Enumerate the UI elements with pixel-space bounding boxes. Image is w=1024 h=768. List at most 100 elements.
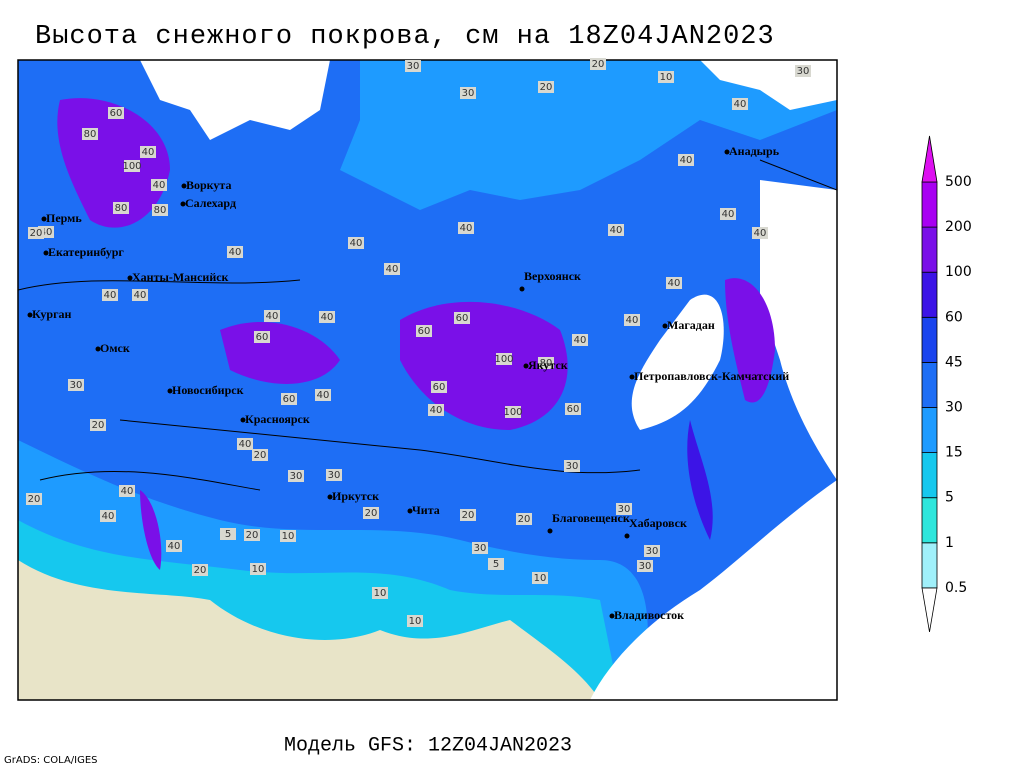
contour-label: 40 — [572, 334, 588, 346]
contour-label: 20 — [538, 81, 554, 93]
contour-label-text: 60 — [456, 313, 469, 324]
contour-label-text: 40 — [317, 390, 330, 401]
contour-label-text: 20 — [540, 82, 553, 93]
contour-label: 40 — [666, 277, 682, 289]
contour-label: 40 — [237, 438, 253, 450]
contour-label: 40 — [227, 246, 243, 258]
date-line — [759, 159, 837, 191]
contour-label: 20 — [192, 564, 208, 576]
contour-label-box — [666, 277, 682, 289]
contour-label-box — [752, 227, 768, 239]
contour-label-box — [428, 404, 444, 416]
contour-label: 30 — [68, 379, 84, 391]
contour-label: 60 — [281, 393, 297, 405]
contour-label-box — [384, 263, 400, 275]
contour-label-box — [732, 98, 748, 110]
contour-label-box — [538, 357, 554, 369]
colorbar-bin — [921, 181, 938, 228]
contour-label-box — [564, 460, 580, 472]
contour-label: 30 — [564, 460, 580, 472]
map-frame — [17, 59, 838, 701]
contour-label: 60 — [431, 381, 447, 393]
colorbar-label: 5 — [945, 490, 954, 506]
pacific — [590, 480, 837, 700]
contour-label-text: 40 — [668, 278, 681, 289]
contour-label-box — [108, 107, 124, 119]
contour-label: 60 — [565, 403, 581, 415]
contour-label-box — [166, 540, 182, 552]
city-dot — [95, 346, 101, 352]
contour-label-box — [458, 222, 474, 234]
contour-label-text: 10 — [374, 588, 387, 599]
contour-label-box — [532, 572, 548, 584]
map — [18, 60, 837, 700]
contour-label-text: 80 — [84, 129, 97, 140]
contour-label-box — [151, 179, 167, 191]
contour-label: 60 — [454, 312, 470, 324]
contour-label: 10 — [280, 530, 296, 542]
contour-label: 40 — [319, 311, 335, 323]
city-label: Хабаровск — [629, 516, 687, 530]
contour-label: 40 — [428, 404, 444, 416]
contour-label: 20 — [244, 529, 260, 541]
colorbar-label: 100 — [945, 264, 972, 280]
contour-label-box — [220, 528, 236, 540]
colorbar-bin — [921, 226, 938, 273]
contour-label-text: 60 — [418, 326, 431, 337]
contour-label-text: 30 — [566, 461, 579, 472]
city-dot — [240, 417, 246, 423]
contour-label: 80 — [82, 128, 98, 140]
contour-label: 5 — [488, 558, 504, 570]
city-label: Верхоянск — [524, 269, 581, 283]
city-label: Курган — [32, 307, 72, 321]
colorbar-label: 500 — [945, 174, 972, 190]
city-dot — [167, 388, 173, 394]
colorbar-bin — [921, 452, 938, 499]
contour-label: 100 — [122, 160, 142, 172]
contour-label-box — [264, 310, 280, 322]
contour-label-text: 60 — [567, 404, 580, 415]
contour-label-box — [140, 146, 156, 158]
city-dot — [662, 323, 668, 329]
snow-deep-kamchatka — [725, 278, 775, 403]
contour-label-text: 10 — [409, 616, 422, 627]
contour-label-text: 40 — [102, 511, 115, 522]
contour-label-box — [82, 128, 98, 140]
contour-label: 10 — [658, 71, 674, 83]
contour-label-text: 10 — [252, 564, 265, 575]
contour-label-text: 40 — [266, 311, 279, 322]
contour-label-box — [624, 314, 640, 326]
contour-label-text: 40 — [610, 225, 623, 236]
contour-label: 40 — [132, 289, 148, 301]
contour-label: 100 — [503, 406, 523, 418]
contour-label-text: 40 — [134, 290, 147, 301]
contour-label: 30 — [644, 545, 660, 557]
city-label: Ханты-Мансийск — [132, 270, 229, 284]
contour-label-text: 40 — [239, 439, 252, 450]
contour-label-text: 20 — [28, 494, 41, 505]
colorbar-bin — [921, 407, 938, 453]
contour-label: 40 — [624, 314, 640, 326]
contour-label-text: 20 — [592, 59, 605, 70]
contour-label: 10 — [532, 572, 548, 584]
contour-label-text: 40 — [574, 335, 587, 346]
contour-label: 40 — [102, 289, 118, 301]
contour-label-box — [254, 331, 270, 343]
colorbar-bin — [921, 271, 938, 318]
city-dot — [724, 149, 730, 155]
contour-label: 40 — [100, 510, 116, 522]
city-label: Чита — [412, 503, 440, 517]
contour-label-text: 40 — [626, 315, 639, 326]
contour-label-box — [124, 160, 140, 172]
city-label: Красноярск — [245, 412, 310, 426]
contour-label: 20 — [590, 58, 606, 70]
okhotsk-sea — [631, 294, 724, 430]
city-dot — [407, 508, 413, 514]
contour-label: 40 — [315, 389, 331, 401]
colorbar-label: 30 — [945, 400, 963, 416]
contour-label-box — [405, 60, 421, 72]
contour-label-text: 20 — [462, 510, 475, 521]
contour-label-text: 100 — [494, 354, 513, 365]
